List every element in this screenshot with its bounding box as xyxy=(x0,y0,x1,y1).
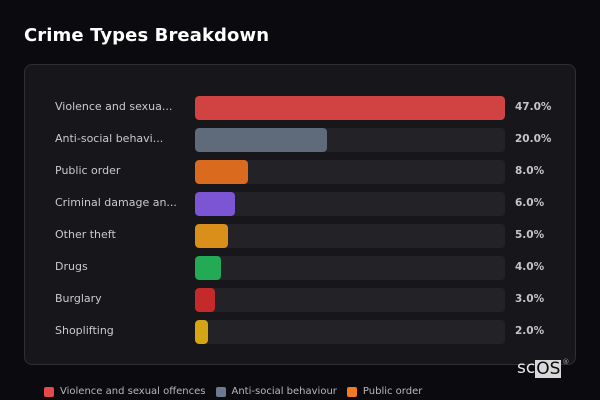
bar-fill[interactable] xyxy=(195,192,235,216)
legend-label: Anti-social behaviour xyxy=(231,386,337,397)
bar-track xyxy=(195,160,505,184)
bar-row: Public order 8.0% xyxy=(25,160,577,184)
bar-track xyxy=(195,224,505,248)
legend-item[interactable]: Public order xyxy=(346,386,423,397)
bar-label: Other theft xyxy=(55,228,116,241)
bar-track xyxy=(195,96,505,120)
bar-label: Criminal damage an... xyxy=(55,196,177,209)
bar-value-label: 3.0% xyxy=(515,293,545,305)
watermark-right: OS xyxy=(535,359,562,379)
chart-card: Violence and sexua... 47.0% Anti-social be… xyxy=(24,64,576,365)
legend-swatch-icon xyxy=(44,386,54,397)
legend-swatch-icon xyxy=(346,386,357,397)
bar-value-label: 5.0% xyxy=(515,229,545,241)
bar-fill[interactable] xyxy=(195,224,228,248)
watermark-logo: sc OS ® xyxy=(517,358,569,378)
bar-row: Violence and sexua... 47.0% xyxy=(25,96,577,120)
bar-track xyxy=(195,320,505,344)
bar-fill[interactable] xyxy=(195,128,327,152)
bar-label: Shoplifting xyxy=(55,324,114,337)
bar-row: Drugs 4.0% xyxy=(25,256,577,280)
bar-value-label: 8.0% xyxy=(515,165,545,177)
bar-value-label: 6.0% xyxy=(515,197,545,209)
bar-track xyxy=(195,192,505,216)
bar-track xyxy=(195,128,505,152)
legend-swatch-icon xyxy=(215,386,226,397)
bar-label: Violence and sexua... xyxy=(55,100,173,113)
bar-row: Burglary 3.0% xyxy=(25,288,577,312)
bar-fill[interactable] xyxy=(195,256,222,280)
bar-label: Anti-social behavi... xyxy=(55,132,164,145)
bar-value-label: 20.0% xyxy=(515,133,552,145)
legend-label: Violence and sexual offences xyxy=(60,386,206,397)
bar-value-label: 2.0% xyxy=(515,325,545,337)
legend-item[interactable]: Anti-social behaviour xyxy=(215,386,337,397)
bar-value-label: 47.0% xyxy=(515,101,552,113)
bar-fill[interactable] xyxy=(195,320,209,344)
bar-label: Drugs xyxy=(55,260,88,273)
bar-fill[interactable] xyxy=(195,96,505,120)
registered-mark-icon: ® xyxy=(562,358,570,366)
bar-fill[interactable] xyxy=(195,288,215,312)
bar-row: Anti-social behavi... 20.0% xyxy=(25,128,577,152)
bar-track xyxy=(195,288,505,312)
bar-label: Public order xyxy=(55,164,121,177)
legend-item[interactable]: Violence and sexual offences xyxy=(44,386,206,397)
bar-row: Shoplifting 2.0% xyxy=(25,320,577,344)
page-title: Crime Types Breakdown xyxy=(24,25,270,46)
bar-value-label: 4.0% xyxy=(515,261,545,273)
bar-fill[interactable] xyxy=(195,160,248,184)
legend-label: Public order xyxy=(362,386,423,397)
bar-row: Criminal damage an... 6.0% xyxy=(25,192,577,216)
watermark-left: sc xyxy=(517,358,536,378)
bar-track xyxy=(195,256,505,280)
bar-label: Burglary xyxy=(55,292,102,305)
bar-row: Other theft 5.0% xyxy=(25,224,577,248)
chart-legend: Violence and sexual offences Anti-social … xyxy=(44,386,422,397)
